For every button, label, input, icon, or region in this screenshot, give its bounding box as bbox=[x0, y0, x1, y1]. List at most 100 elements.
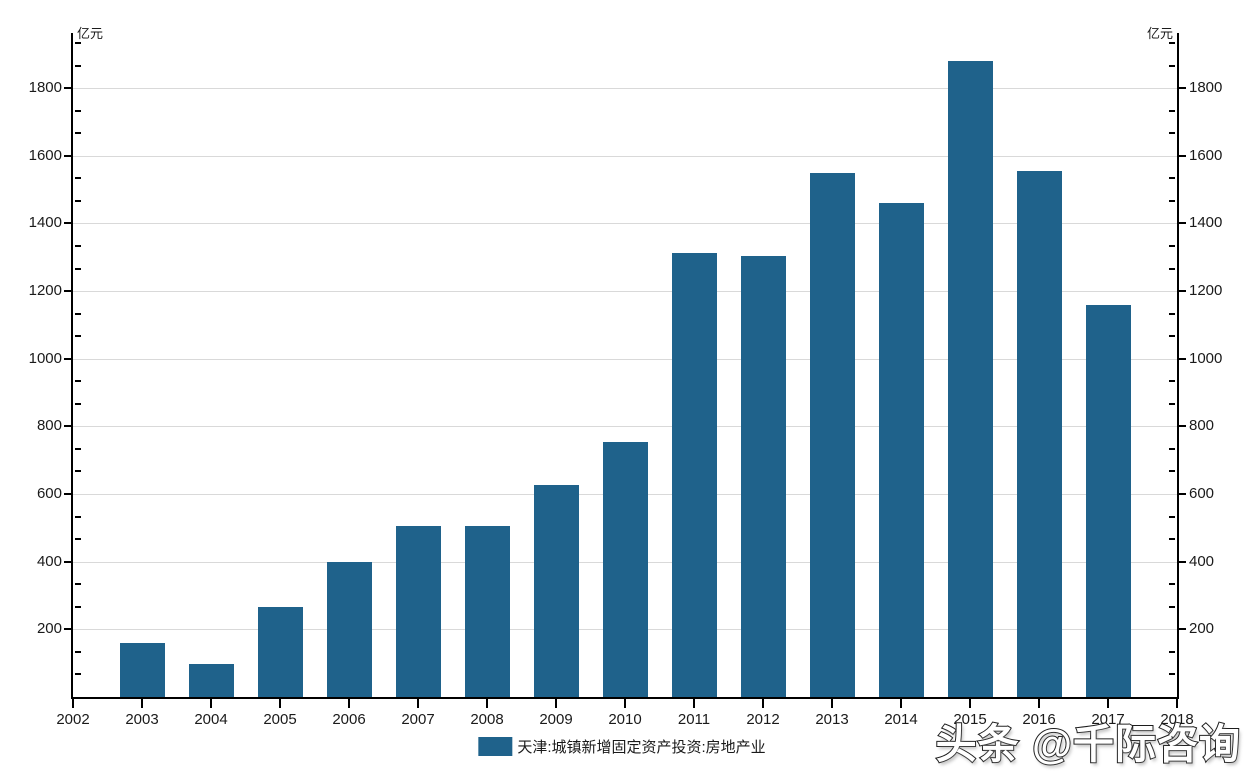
x-tick-label-2017: 2017 bbox=[1091, 711, 1125, 728]
y-minor-tick-right bbox=[1169, 448, 1175, 450]
y-minor-tick-left bbox=[75, 313, 81, 315]
y-minor-tick-left bbox=[75, 538, 81, 540]
y-tick-label-right-400: 400 bbox=[1189, 553, 1215, 570]
y-minor-tick-left bbox=[75, 448, 81, 450]
legend: 天津:城镇新增固定资产投资:房地产业 bbox=[478, 736, 766, 757]
x-tick-label-2014: 2014 bbox=[884, 711, 918, 728]
x-tick-2015 bbox=[969, 699, 971, 708]
y-tick-label-right-1600: 1600 bbox=[1189, 147, 1223, 164]
x-tick-2004 bbox=[210, 699, 212, 708]
y-minor-tick-left bbox=[75, 673, 81, 675]
y-minor-tick-left bbox=[75, 335, 81, 337]
x-tick-label-2004: 2004 bbox=[194, 711, 228, 728]
y-tick-label-right-1400: 1400 bbox=[1189, 214, 1223, 231]
y-minor-tick-left bbox=[75, 606, 81, 608]
y-tick-label-right-800: 800 bbox=[1189, 417, 1215, 434]
y-minor-tick-right bbox=[1169, 65, 1175, 67]
y-minor-tick-right bbox=[1169, 313, 1175, 315]
x-tick-2010 bbox=[624, 699, 626, 708]
y-minor-tick-left bbox=[75, 110, 81, 112]
x-tick-2011 bbox=[693, 699, 695, 708]
y-minor-tick-right bbox=[1169, 132, 1175, 134]
y-minor-tick-right bbox=[1169, 245, 1175, 247]
x-tick-label-2009: 2009 bbox=[539, 711, 573, 728]
y-minor-tick-left bbox=[75, 65, 81, 67]
y-minor-tick-right bbox=[1169, 335, 1175, 337]
y-minor-tick-right bbox=[1169, 673, 1175, 675]
x-tick-2017 bbox=[1107, 699, 1109, 708]
y-minor-tick-right bbox=[1169, 606, 1175, 608]
watermark: 头条 @千际咨询 bbox=[935, 720, 1241, 768]
x-tick-label-2018: 2018 bbox=[1160, 711, 1194, 728]
bar-2011 bbox=[672, 253, 717, 697]
bar-2017 bbox=[1086, 305, 1131, 697]
y-minor-tick-left bbox=[75, 583, 81, 585]
bar-2006 bbox=[327, 562, 372, 697]
x-tick-2012 bbox=[762, 699, 764, 708]
y-major-tick-right-1000 bbox=[1177, 358, 1186, 360]
y-axis-left bbox=[71, 33, 73, 699]
y-major-tick-right-1600 bbox=[1177, 155, 1186, 157]
bar-2003 bbox=[120, 643, 165, 697]
y-tick-label-right-600: 600 bbox=[1189, 485, 1215, 502]
y-axis-unit-left: 亿元 bbox=[77, 26, 104, 41]
x-tick-label-2003: 2003 bbox=[125, 711, 159, 728]
y-minor-tick-left bbox=[75, 470, 81, 472]
y-axis-right bbox=[1177, 33, 1179, 699]
y-minor-tick-left bbox=[75, 516, 81, 518]
x-tick-2007 bbox=[417, 699, 419, 708]
y-minor-tick-right bbox=[1169, 470, 1175, 472]
y-tick-label-right-1000: 1000 bbox=[1189, 350, 1223, 367]
y-minor-tick-left bbox=[75, 268, 81, 270]
bar-2012 bbox=[741, 256, 786, 697]
x-tick-label-2006: 2006 bbox=[332, 711, 366, 728]
y-axis-unit-right: 亿元 bbox=[1147, 26, 1174, 41]
y-tick-label-left-1400: 1400 bbox=[28, 214, 62, 231]
y-minor-tick-right bbox=[1169, 268, 1175, 270]
y-minor-tick-left bbox=[75, 42, 81, 44]
y-major-tick-right-1800 bbox=[1177, 87, 1186, 89]
x-tick-2014 bbox=[900, 699, 902, 708]
bar-2004 bbox=[189, 664, 234, 697]
y-minor-tick-right bbox=[1169, 538, 1175, 540]
y-major-tick-right-800 bbox=[1177, 425, 1186, 427]
bar-2010 bbox=[603, 442, 648, 697]
y-minor-tick-right bbox=[1169, 380, 1175, 382]
y-tick-label-left-1200: 1200 bbox=[28, 282, 62, 299]
x-tick-2005 bbox=[279, 699, 281, 708]
bar-2013 bbox=[810, 173, 855, 697]
x-tick-label-2013: 2013 bbox=[815, 711, 849, 728]
y-minor-tick-left bbox=[75, 200, 81, 202]
x-tick-label-2002: 2002 bbox=[56, 711, 90, 728]
x-tick-2003 bbox=[141, 699, 143, 708]
gridline-1400 bbox=[73, 223, 1177, 224]
y-tick-label-left-800: 800 bbox=[36, 417, 62, 434]
gridline-1800 bbox=[73, 88, 1177, 89]
y-minor-tick-left bbox=[75, 651, 81, 653]
gridline-1200 bbox=[73, 291, 1177, 292]
y-tick-label-left-400: 400 bbox=[36, 553, 62, 570]
y-minor-tick-right bbox=[1169, 516, 1175, 518]
legend-swatch bbox=[478, 737, 513, 756]
y-minor-tick-left bbox=[75, 380, 81, 382]
x-tick-2008 bbox=[486, 699, 488, 708]
y-minor-tick-left bbox=[75, 132, 81, 134]
y-major-tick-right-1400 bbox=[1177, 222, 1186, 224]
bar-2015 bbox=[948, 61, 993, 697]
x-tick-2016 bbox=[1038, 699, 1040, 708]
x-tick-label-2005: 2005 bbox=[263, 711, 297, 728]
y-minor-tick-right bbox=[1169, 42, 1175, 44]
x-tick-label-2011: 2011 bbox=[677, 711, 711, 728]
y-major-tick-right-200 bbox=[1177, 628, 1186, 630]
bar-2014 bbox=[879, 203, 924, 697]
y-major-tick-left-1800 bbox=[64, 87, 73, 89]
y-tick-label-left-1800: 1800 bbox=[28, 79, 62, 96]
x-tick-label-2016: 2016 bbox=[1022, 711, 1056, 728]
y-major-tick-right-1200 bbox=[1177, 290, 1186, 292]
y-tick-label-right-1800: 1800 bbox=[1189, 79, 1223, 96]
x-axis bbox=[71, 697, 1179, 699]
y-tick-label-left-200: 200 bbox=[36, 620, 62, 637]
bar-2008 bbox=[465, 526, 510, 697]
gridline-1000 bbox=[73, 359, 1177, 360]
